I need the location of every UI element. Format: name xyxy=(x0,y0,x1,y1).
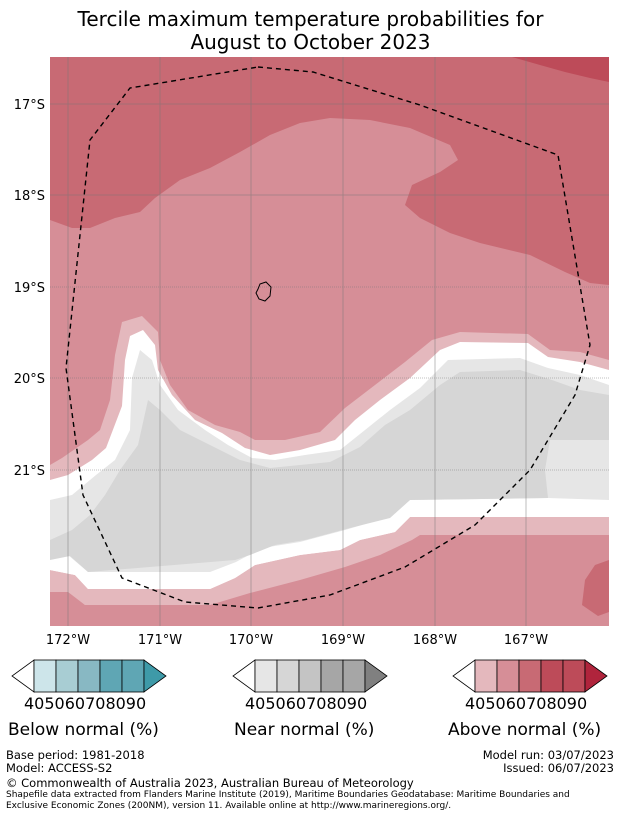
tick-label: 70 xyxy=(85,694,106,713)
lon-label: 169°W xyxy=(321,633,365,648)
legend-near-label: Near normal (%) xyxy=(234,720,375,740)
legend-above-colorbar xyxy=(452,659,608,693)
colorbar-high-extend xyxy=(364,659,388,693)
lat-label: 19°S xyxy=(14,281,45,296)
map-title-line2: August to October 2023 xyxy=(190,30,431,54)
colorbar-low-extend xyxy=(232,659,256,693)
tick-label: 60 xyxy=(285,694,307,713)
tick-label: 60 xyxy=(505,694,527,713)
above-60-north-fill xyxy=(50,57,609,285)
legend-above-ticks: 405060708090 xyxy=(465,694,587,713)
colorbar-bin xyxy=(276,659,300,693)
tick-label: 90 xyxy=(346,694,368,713)
tick-label: 40 xyxy=(24,694,45,713)
tick-label: 90 xyxy=(566,694,588,713)
eez-boundary xyxy=(65,66,591,609)
tick-label: 40 xyxy=(245,694,266,713)
shapefile-credit: Shapefile data extracted from Flanders M… xyxy=(6,790,606,811)
lon-label: 167°W xyxy=(504,633,548,648)
tick-label: 50 xyxy=(485,694,506,713)
above-60-southeast-fill-2 xyxy=(582,560,609,616)
colorbar-bin xyxy=(562,659,586,693)
lon-label: 170°W xyxy=(229,633,273,648)
tick-label: 80 xyxy=(105,694,126,713)
shapefile-credit-line2: Exclusive Economic Zones (200NM), versio… xyxy=(6,800,452,811)
legend-near-ticks: 405060708090 xyxy=(245,694,367,713)
colorbar-low-extend xyxy=(452,659,476,693)
model-run-date: Model run: 03/07/2023 xyxy=(482,748,614,762)
lat-label: 17°S xyxy=(14,98,45,113)
issued-date: Issued: 06/07/2023 xyxy=(503,761,614,775)
lat-label: 20°S xyxy=(14,372,45,387)
lon-axis: 172°W 171°W 170°W 169°W 168°W 167°W xyxy=(46,633,548,648)
map-figure: 17°S 18°S 19°S 20°S 21°S 172°W 171°W 170… xyxy=(14,57,609,648)
colorbar-high-extend xyxy=(584,659,608,693)
colorbar-bin xyxy=(518,659,542,693)
colorbar-bin xyxy=(474,659,498,693)
near-60-fill xyxy=(50,370,609,572)
tick-label: 60 xyxy=(64,694,86,713)
map-plot-area xyxy=(50,57,609,626)
lon-label: 168°W xyxy=(413,633,457,648)
colorbar-bin xyxy=(55,659,79,693)
colorbar-low-extend xyxy=(11,659,35,693)
colorbar-above xyxy=(452,659,608,693)
tick-label: 70 xyxy=(306,694,327,713)
tick-label: 40 xyxy=(465,694,486,713)
colorbar-below xyxy=(11,659,167,693)
near-50-east-fill xyxy=(545,440,609,498)
colorbar-bin xyxy=(540,659,564,693)
tick-label: 50 xyxy=(265,694,286,713)
map-title-line1: Tercile maximum temperature probabilitie… xyxy=(77,7,544,31)
tick-label: 50 xyxy=(44,694,65,713)
colorbar-near xyxy=(232,659,388,693)
colorbar-bin xyxy=(298,659,322,693)
lon-label: 172°W xyxy=(46,633,90,648)
legend-below-label: Below normal (%) xyxy=(8,720,159,740)
colorbar-bin xyxy=(99,659,123,693)
lat-axis: 17°S 18°S 19°S 20°S 21°S xyxy=(14,98,45,479)
colorbar-bin xyxy=(121,659,145,693)
colorbar-bin xyxy=(77,659,101,693)
tick-label: 80 xyxy=(326,694,347,713)
colorbar-high-extend xyxy=(143,659,167,693)
above-70-corner-fill xyxy=(512,57,609,82)
copyright: © Commonwealth of Australia 2023, Austra… xyxy=(6,776,414,790)
lon-label: 171°W xyxy=(138,633,182,648)
above-50-south-fill xyxy=(50,530,609,626)
map-gridlines xyxy=(50,57,609,626)
legend-near-colorbar xyxy=(232,659,388,693)
base-period: Base period: 1981-2018 xyxy=(6,748,145,762)
tick-label: 70 xyxy=(526,694,547,713)
legend-above-label: Above normal (%) xyxy=(448,720,602,740)
colorbar-bin xyxy=(254,659,278,693)
legend-below-colorbar xyxy=(11,659,167,693)
legend-below-ticks: 405060708090 xyxy=(24,694,146,713)
niue-island-outline xyxy=(255,281,272,302)
shapefile-credit-line1: Shapefile data extracted from Flanders M… xyxy=(6,790,570,800)
tick-label: 90 xyxy=(125,694,147,713)
lat-label: 21°S xyxy=(14,464,45,479)
colorbar-bin xyxy=(33,659,57,693)
model-name: Model: ACCESS-S2 xyxy=(6,761,113,775)
colorbar-bin xyxy=(320,659,344,693)
tick-label: 80 xyxy=(546,694,567,713)
colorbar-bin xyxy=(342,659,366,693)
lat-label: 18°S xyxy=(14,189,45,204)
above-40-south-edge xyxy=(50,530,609,605)
colorbar-bin xyxy=(496,659,520,693)
